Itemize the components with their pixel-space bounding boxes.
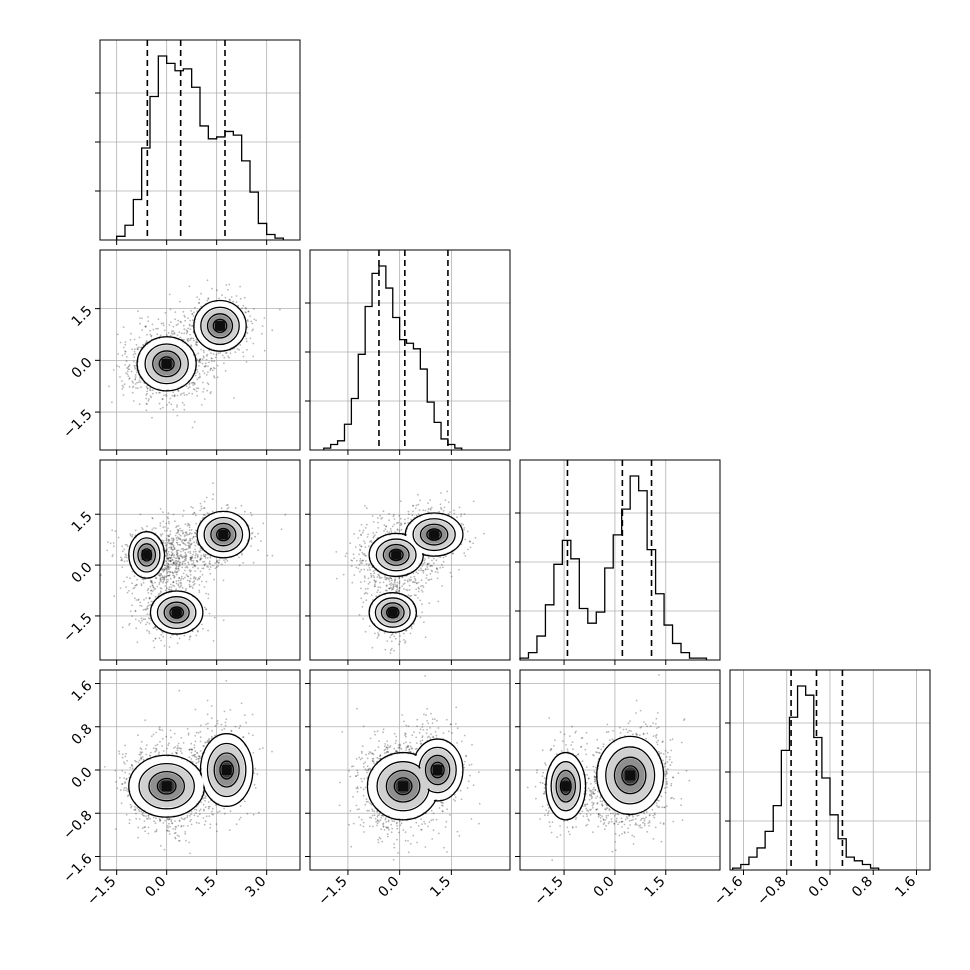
x-tick-label-0-2: 1.5 <box>192 874 219 901</box>
x-tick-label-0-3: 3.0 <box>242 874 269 901</box>
x-tick-label-2-2: 1.5 <box>642 874 669 901</box>
x-tick-label-2-0: −1.5 <box>532 874 567 909</box>
x-tick-label-3-1: −0.8 <box>754 874 789 909</box>
y-tick-label-3-4: 1.6 <box>69 678 96 705</box>
histogram-step-1 <box>323 265 463 450</box>
y-tick-label-2-2: 1.5 <box>69 509 96 536</box>
y-tick-label-3-3: 0.8 <box>69 721 96 748</box>
y-tick-label-1-1: 0.0 <box>69 355 96 382</box>
x-tick-label-3-3: 0.8 <box>849 874 876 901</box>
x-tick-label-3-4: 1.6 <box>892 873 919 900</box>
x-tick-label-1-0: −1.5 <box>315 874 350 909</box>
y-tick-label-2-0: −1.5 <box>60 610 95 645</box>
histogram-step-0 <box>116 55 284 240</box>
histogram-step-2 <box>519 475 708 660</box>
histogram-panel-3 <box>729 669 931 871</box>
x-tick-label-1-2: 1.5 <box>427 874 454 901</box>
y-tick-label-3-2: 0.0 <box>69 764 96 791</box>
histogram-step-3 <box>732 685 880 870</box>
histogram-panel-1 <box>309 249 511 451</box>
x-tick-label-0-1: 0.0 <box>142 874 169 901</box>
y-tick-label-2-1: 0.0 <box>69 559 96 586</box>
y-tick-label-1-2: 1.5 <box>69 303 96 330</box>
x-tick-label-0-0: −1.5 <box>84 874 119 909</box>
scatter-panel-0-2 <box>99 459 301 661</box>
x-tick-label-1-1: 0.0 <box>375 874 402 901</box>
scatter-panel-2-3 <box>519 669 721 871</box>
scatter-panel-1-2 <box>309 459 511 661</box>
histogram-panel-0 <box>99 39 301 241</box>
scatter-panel-0-3 <box>99 669 301 871</box>
x-tick-label-2-1: 0.0 <box>591 874 618 901</box>
y-tick-label-1-0: −1.5 <box>60 406 95 441</box>
histogram-panel-2 <box>519 459 721 661</box>
y-tick-label-3-1: −0.8 <box>60 808 95 843</box>
x-tick-label-3-0: −1.6 <box>711 873 746 908</box>
scatter-panel-0-1 <box>99 249 301 451</box>
y-tick-label-3-0: −1.6 <box>60 851 95 886</box>
scatter-panel-1-3 <box>309 669 511 871</box>
x-tick-label-3-2: 0.0 <box>806 874 833 901</box>
